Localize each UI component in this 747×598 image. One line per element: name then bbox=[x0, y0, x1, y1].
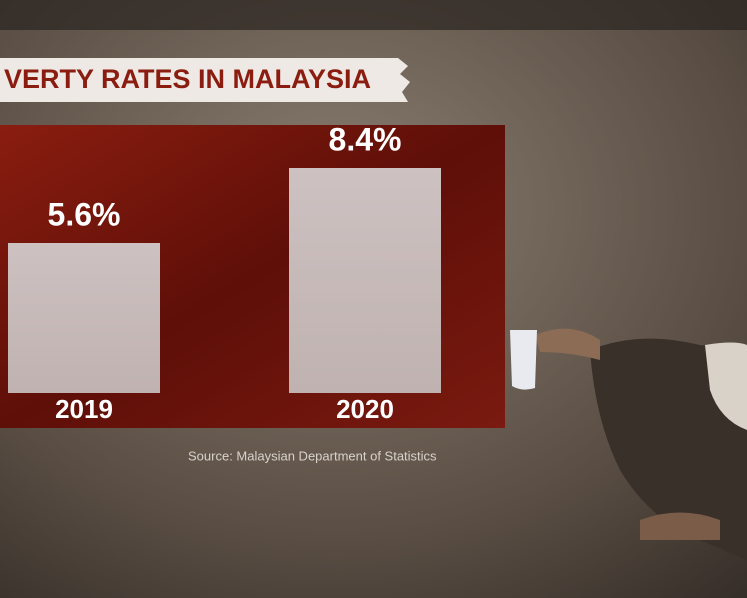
photo-figure bbox=[510, 328, 747, 560]
bar bbox=[289, 168, 441, 393]
value-label: 8.4% bbox=[329, 121, 402, 157]
source-note: Source: Malaysian Department of Statisti… bbox=[188, 448, 437, 463]
bar bbox=[8, 243, 160, 393]
chart-title: VERTY RATES IN MALAYSIA bbox=[4, 64, 371, 94]
x-tick-label: 2020 bbox=[336, 394, 394, 424]
title-banner bbox=[0, 58, 410, 102]
x-tick-label: 2019 bbox=[55, 394, 113, 424]
value-label: 5.6% bbox=[48, 196, 121, 232]
top-shade bbox=[0, 0, 747, 30]
